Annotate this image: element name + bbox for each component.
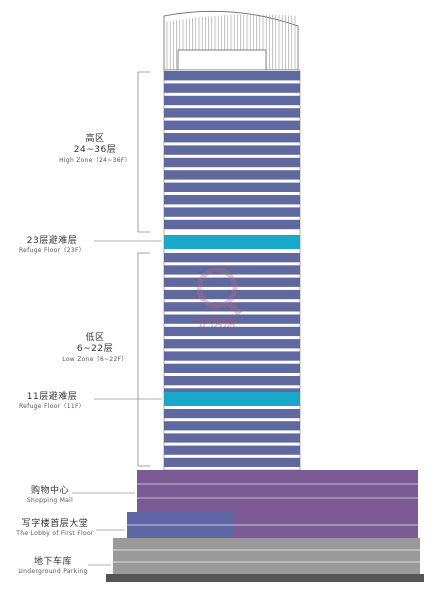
refuge11-title: 11层避难层 — [26, 392, 78, 402]
office-floor — [164, 421, 300, 431]
mall-label: 购物中心 Shopping Mall — [12, 486, 88, 505]
office-floor — [164, 445, 300, 455]
high-zone-floors: 24~36层 — [73, 145, 117, 156]
office-floor — [164, 145, 300, 155]
office-floor — [164, 289, 300, 300]
office-floor — [164, 326, 300, 337]
refuge11-english: Refuge Floor（11F） — [18, 403, 86, 411]
low-zone-bracket — [137, 252, 150, 467]
refuge23-title: 23层避难层 — [26, 236, 78, 246]
office-floor — [164, 351, 300, 361]
low-zone-title: 低区 — [85, 333, 105, 343]
mall-english: Shopping Mall — [26, 497, 74, 505]
office-floor — [164, 195, 300, 205]
office-floor — [164, 83, 300, 93]
refuge-floor-11 — [164, 392, 300, 406]
lobby-label: 写字楼首层大堂 The Lobby of First Floor — [4, 519, 106, 538]
office-floor — [164, 433, 300, 443]
office-floor — [164, 253, 300, 263]
office-floor — [164, 376, 300, 386]
ground-slab — [106, 574, 424, 582]
low-zone-english: Low Zone（6~22F） — [62, 355, 128, 363]
low-zone-label: 低区 6~22层 Low Zone（6~22F） — [50, 333, 140, 363]
refuge11-label: 11层避难层 Refuge Floor（11F） — [8, 392, 96, 411]
office-floor — [164, 265, 300, 275]
high-zone-english: High Zone（24~36F） — [59, 156, 131, 164]
office-floor — [164, 108, 300, 118]
tower-floors — [163, 69, 301, 471]
mall-podium — [137, 470, 418, 512]
refuge23-label: 23层避难层 Refuge Floor（23F） — [8, 236, 96, 255]
office-floor — [164, 133, 300, 143]
office-floor — [164, 302, 300, 312]
parking-english: Underground Parking — [18, 568, 88, 576]
office-floor — [164, 314, 300, 324]
parking-title: 地下车库 — [33, 557, 72, 567]
office-floor — [164, 409, 300, 419]
lobby-block — [127, 512, 418, 538]
office-floor — [164, 339, 300, 349]
high-zone-title: 高区 — [85, 134, 105, 144]
lobby-title: 写字楼首层大堂 — [21, 519, 89, 529]
refuge23-english: Refuge Floor（23F） — [18, 247, 86, 255]
low-zone-floors: 6~22层 — [76, 344, 114, 355]
watermark-text: 企房房 — [197, 316, 237, 331]
office-floor — [164, 207, 300, 217]
mall-title: 购物中心 — [30, 486, 69, 496]
office-floor — [164, 277, 300, 287]
refuge-floor-23 — [164, 235, 300, 249]
high-zone-bracket — [137, 71, 150, 233]
watermark-logo: 企房房 — [186, 262, 248, 332]
office-floor — [164, 363, 300, 373]
parking-label: 地下车库 Underground Parking — [8, 557, 98, 576]
office-floor — [164, 95, 300, 106]
high-zone-label: 高区 24~36层 High Zone（24~36F） — [50, 134, 140, 164]
office-floor — [164, 120, 300, 130]
roof-crown — [163, 10, 299, 71]
office-floor — [164, 219, 300, 230]
office-floor — [164, 71, 300, 81]
office-floor — [164, 170, 300, 180]
parking-block — [113, 538, 420, 574]
office-floor — [164, 157, 300, 168]
lobby-english: The Lobby of First Floor — [16, 530, 94, 538]
office-floor — [164, 457, 300, 467]
office-floor — [164, 182, 300, 192]
